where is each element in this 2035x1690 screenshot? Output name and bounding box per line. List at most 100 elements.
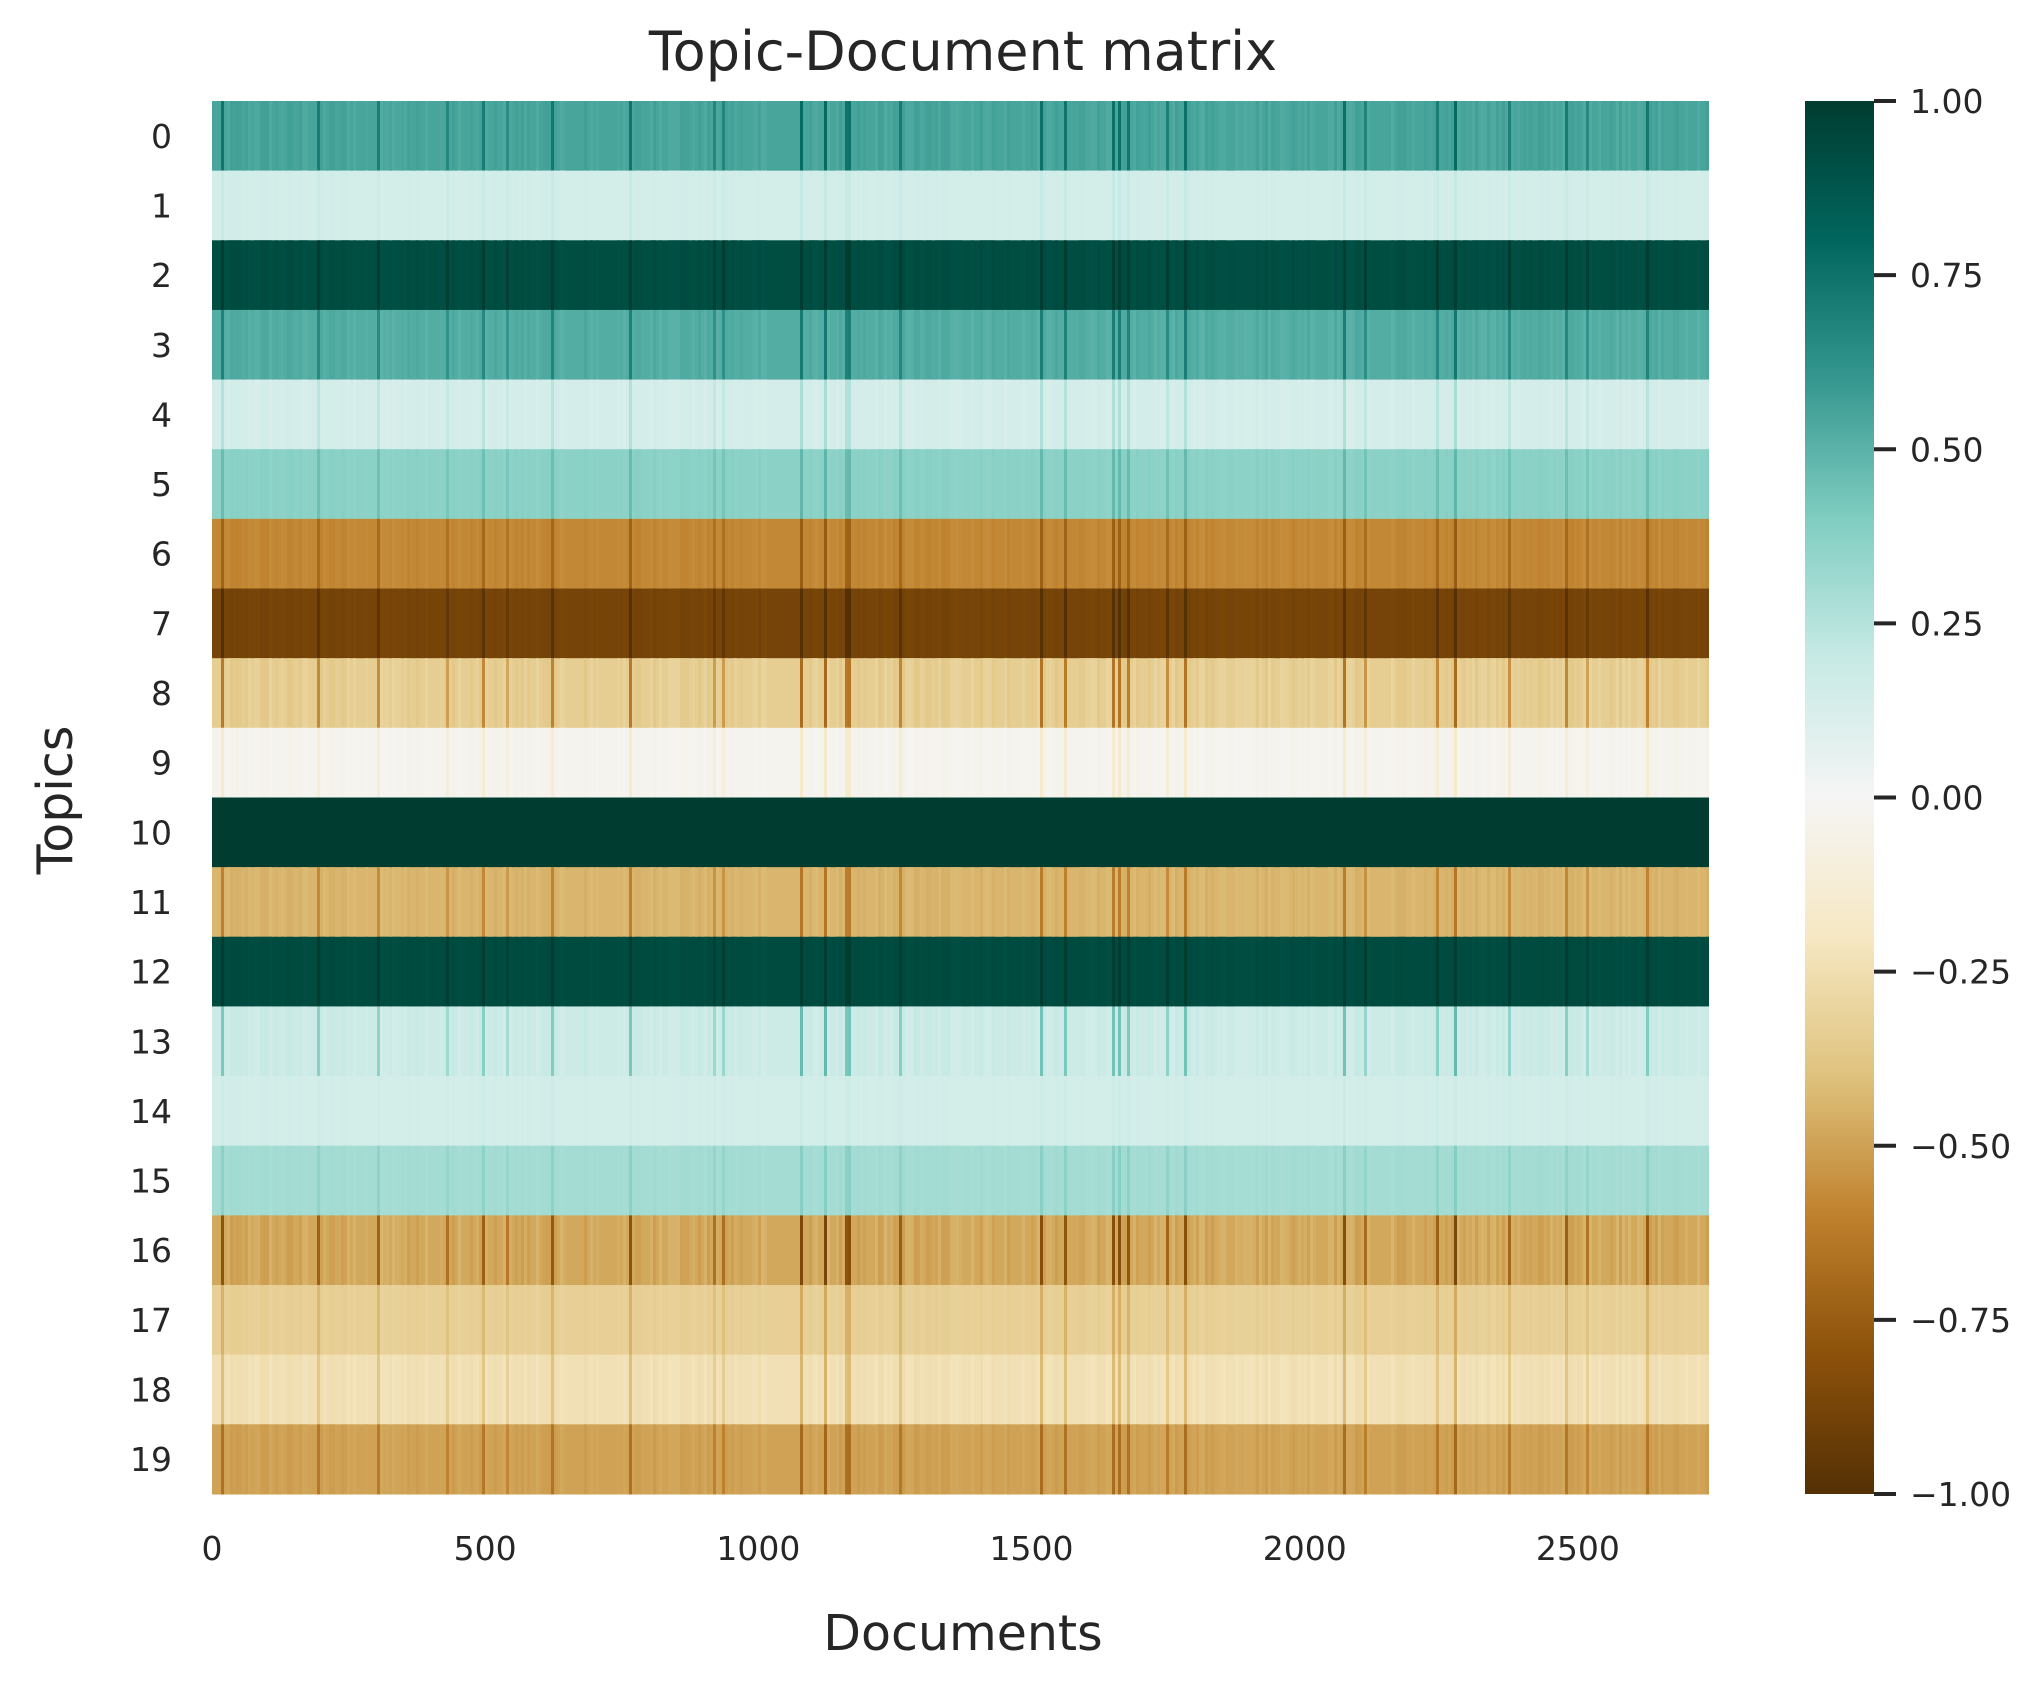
heatmap-cell (1367, 101, 1370, 172)
heatmap-cell (914, 170, 917, 241)
heatmap-cell (635, 936, 638, 1007)
heatmap-cell (653, 1354, 656, 1425)
heatmap-cell (1550, 936, 1553, 1007)
heatmap-cell (1619, 1006, 1622, 1077)
heatmap-cell (989, 1285, 992, 1356)
heatmap-cell (1196, 1145, 1199, 1216)
heatmap-cell (680, 379, 683, 450)
heatmap-cell (692, 588, 695, 659)
heatmap-cell (1364, 1215, 1367, 1286)
heatmap-cell (884, 588, 887, 659)
heatmap-cell (245, 658, 248, 729)
heatmap-cell (590, 867, 593, 938)
heatmap-cell (536, 449, 539, 520)
heatmap-cell (1124, 588, 1127, 659)
heatmap-cell (281, 1076, 284, 1147)
heatmap-cell (395, 170, 398, 241)
heatmap-cell (596, 727, 599, 798)
heatmap-cell (1403, 588, 1406, 659)
heatmap-cell (716, 309, 719, 381)
heatmap-cell (884, 936, 887, 1007)
heatmap-cell (764, 1145, 767, 1216)
heatmap-cell (524, 936, 527, 1007)
heatmap-cell (269, 1006, 272, 1077)
heatmap-cell (1478, 518, 1481, 590)
heatmap-cell (1556, 518, 1559, 590)
heatmap-cell (668, 1285, 671, 1356)
heatmap-cell (392, 936, 395, 1007)
heatmap-cell (800, 727, 803, 798)
heatmap-cell (704, 727, 707, 798)
heatmap-cell (704, 379, 707, 450)
heatmap-cell (1004, 170, 1007, 241)
heatmap-cell (260, 101, 263, 172)
heatmap-cell (1658, 101, 1661, 172)
heatmap-cell (266, 518, 269, 590)
heatmap-cell (1685, 101, 1688, 172)
heatmap-cell (1049, 867, 1052, 938)
heatmap-cell (1283, 449, 1286, 520)
heatmap-cell (1412, 379, 1415, 450)
heatmap-cell (1433, 1006, 1436, 1077)
heatmap-cell (1043, 936, 1046, 1007)
heatmap-cell (635, 101, 638, 172)
heatmap-cell (1055, 1006, 1058, 1077)
heatmap-cell (1283, 170, 1286, 241)
heatmap-cell (1352, 518, 1355, 590)
heatmap-cell (1331, 1145, 1334, 1216)
heatmap-cell (959, 449, 962, 520)
heatmap-cell (479, 1354, 482, 1425)
heatmap-cell (1256, 518, 1259, 590)
heatmap-cell (1313, 727, 1316, 798)
heatmap-cell (596, 240, 599, 311)
heatmap-cell (800, 588, 803, 659)
heatmap-cell (989, 867, 992, 938)
heatmap-cell (260, 727, 263, 798)
heatmap-cell (377, 1285, 380, 1356)
heatmap-cell (761, 1215, 764, 1286)
heatmap-cell (1412, 518, 1415, 590)
heatmap-cell (1364, 240, 1367, 311)
heatmap-cell (815, 588, 818, 659)
heatmap-cell (1211, 1145, 1214, 1216)
heatmap-cell (257, 309, 260, 381)
heatmap-cell (269, 1285, 272, 1356)
heatmap-cell (509, 1076, 512, 1147)
heatmap-cell (1238, 867, 1241, 938)
heatmap-cell (1109, 240, 1112, 311)
heatmap-cell (269, 658, 272, 729)
heatmap-cell (902, 588, 905, 659)
heatmap-cell (470, 588, 473, 659)
heatmap-cell (380, 309, 383, 381)
heatmap-cell (1199, 518, 1202, 590)
heatmap-cell (845, 1215, 848, 1286)
heatmap-cell (734, 1285, 737, 1356)
heatmap-cell (917, 449, 920, 520)
heatmap-cell (344, 867, 347, 938)
heatmap-cell (1292, 936, 1295, 1007)
heatmap-cell (761, 101, 764, 172)
heatmap-cell (623, 1354, 626, 1425)
heatmap-cell (1031, 1215, 1034, 1286)
heatmap-cell (1271, 1215, 1274, 1286)
heatmap-cell (1622, 170, 1625, 241)
heatmap-cell (302, 1006, 305, 1077)
heatmap-cell (1022, 1076, 1025, 1147)
heatmap-cell (1562, 1215, 1565, 1286)
heatmap-cell (944, 449, 947, 520)
heatmap-cell (980, 1285, 983, 1356)
heatmap-cell (347, 658, 350, 729)
heatmap-cell (917, 658, 920, 729)
heatmap-cell (266, 588, 269, 659)
heatmap-cell (959, 101, 962, 172)
heatmap-cell (275, 936, 278, 1007)
heatmap-cell (1265, 1076, 1268, 1147)
heatmap-cell (755, 170, 758, 241)
heatmap-cell (950, 658, 953, 729)
heatmap-cell (1253, 1285, 1256, 1356)
heatmap-cell (1571, 518, 1574, 590)
heatmap-cell (1328, 518, 1331, 590)
heatmap-cell (1046, 588, 1049, 659)
heatmap-cell (221, 449, 224, 520)
heatmap-cell (992, 1215, 995, 1286)
